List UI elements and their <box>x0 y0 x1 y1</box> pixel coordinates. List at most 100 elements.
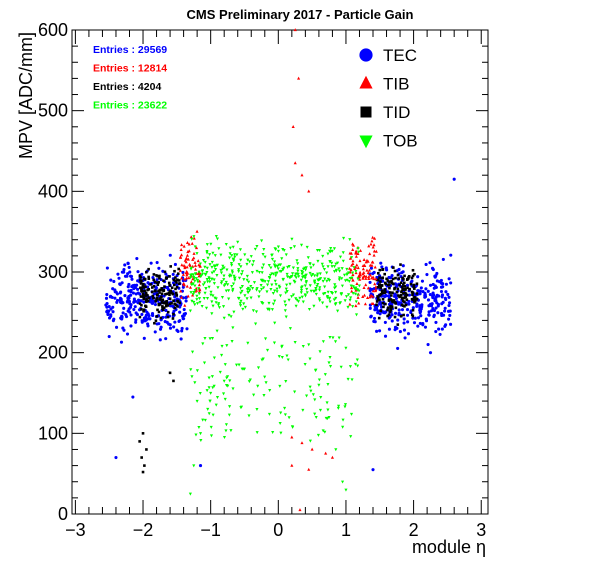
tib-point <box>370 260 374 264</box>
tob-point <box>209 434 214 438</box>
tec-point <box>427 304 431 308</box>
tob-point <box>326 382 330 386</box>
tec-point <box>424 287 428 291</box>
tob-point <box>355 358 359 362</box>
tob-point <box>203 418 207 422</box>
tib-outlier-point <box>291 124 295 128</box>
tec-point <box>449 281 453 285</box>
tib-point <box>356 295 360 299</box>
tob-point <box>313 279 317 283</box>
series-tid <box>138 263 419 474</box>
tid-point <box>144 294 147 297</box>
tob-point <box>271 431 275 435</box>
tob-point <box>246 258 250 262</box>
tob-point <box>211 251 215 255</box>
tob-point <box>336 406 340 410</box>
tob-point <box>239 299 243 303</box>
tob-point <box>278 294 283 298</box>
tib-point <box>370 276 374 280</box>
tob-point <box>303 276 307 280</box>
tob-point <box>243 294 247 298</box>
tib-point <box>348 270 352 274</box>
tib-outlier-point <box>300 173 304 177</box>
tid-point <box>156 283 160 286</box>
tib-point <box>365 268 369 272</box>
tec-point <box>105 266 109 270</box>
tec-point <box>151 313 155 318</box>
entries-stat: Entries : 29569 <box>93 44 167 56</box>
tib-point <box>350 289 354 293</box>
tec-point <box>115 298 120 302</box>
tob-point <box>271 292 275 296</box>
tid-point <box>141 285 145 288</box>
tob-point <box>206 256 210 260</box>
tob-point <box>283 309 287 313</box>
tob-point <box>215 263 219 267</box>
tid-point <box>177 267 180 271</box>
tid-point <box>175 285 179 289</box>
tob-outlier-point <box>222 379 226 383</box>
tib-point <box>373 265 377 269</box>
tob-point <box>343 279 348 283</box>
tob-point <box>274 271 278 275</box>
tob-point <box>321 279 325 283</box>
tob-point <box>281 247 285 251</box>
tob-point <box>265 348 270 352</box>
tob-point <box>276 249 280 253</box>
tec-point <box>433 274 437 278</box>
tob-point <box>332 247 336 251</box>
tob-point <box>235 253 239 257</box>
tob-point <box>316 282 320 286</box>
tob-point <box>297 275 301 279</box>
tob-point <box>210 277 214 281</box>
tob-point <box>351 285 355 289</box>
tob-point <box>190 350 195 354</box>
tib-point <box>185 241 190 245</box>
tob-point <box>270 253 274 257</box>
tob-point <box>293 340 297 344</box>
tid-point <box>388 280 391 284</box>
tid-point <box>168 275 171 278</box>
tid-point <box>173 306 177 310</box>
tec-point <box>372 316 377 320</box>
tec-point <box>411 306 415 310</box>
tid-point <box>164 304 168 308</box>
tob-point <box>239 272 244 276</box>
tob-point <box>343 405 347 409</box>
tob-point <box>286 358 290 362</box>
tec-point <box>447 303 451 308</box>
tib-point <box>186 257 190 261</box>
x-tick-label: 0 <box>273 520 283 540</box>
tec-point <box>441 257 445 261</box>
tob-point <box>208 253 212 257</box>
tob-point <box>284 287 288 291</box>
tid-point <box>156 308 159 312</box>
tob-point <box>261 263 266 267</box>
tid-point <box>394 302 398 305</box>
tob-point <box>245 274 249 278</box>
tob-point <box>301 300 305 304</box>
tob-point <box>308 271 312 275</box>
series-tec <box>104 177 456 472</box>
tob-point <box>267 263 271 267</box>
tob-point <box>294 272 298 276</box>
tec-point <box>434 306 438 310</box>
tob-point <box>228 405 232 409</box>
tid-point <box>390 279 393 283</box>
tid-point <box>149 283 152 286</box>
tid-point <box>380 289 384 293</box>
tob-outlier-point <box>192 464 196 468</box>
tec-point <box>158 338 162 342</box>
tid-point <box>388 291 392 294</box>
tec-point <box>157 266 161 270</box>
tob-point <box>284 379 288 383</box>
tib-point <box>363 302 367 306</box>
tid-point <box>389 308 393 312</box>
tid-point <box>174 291 178 295</box>
tid-point <box>141 295 145 298</box>
tib-point <box>354 288 358 292</box>
tec-point <box>168 326 173 330</box>
tec-point <box>448 301 452 305</box>
tid-point <box>401 285 404 289</box>
tec-point <box>398 330 402 334</box>
